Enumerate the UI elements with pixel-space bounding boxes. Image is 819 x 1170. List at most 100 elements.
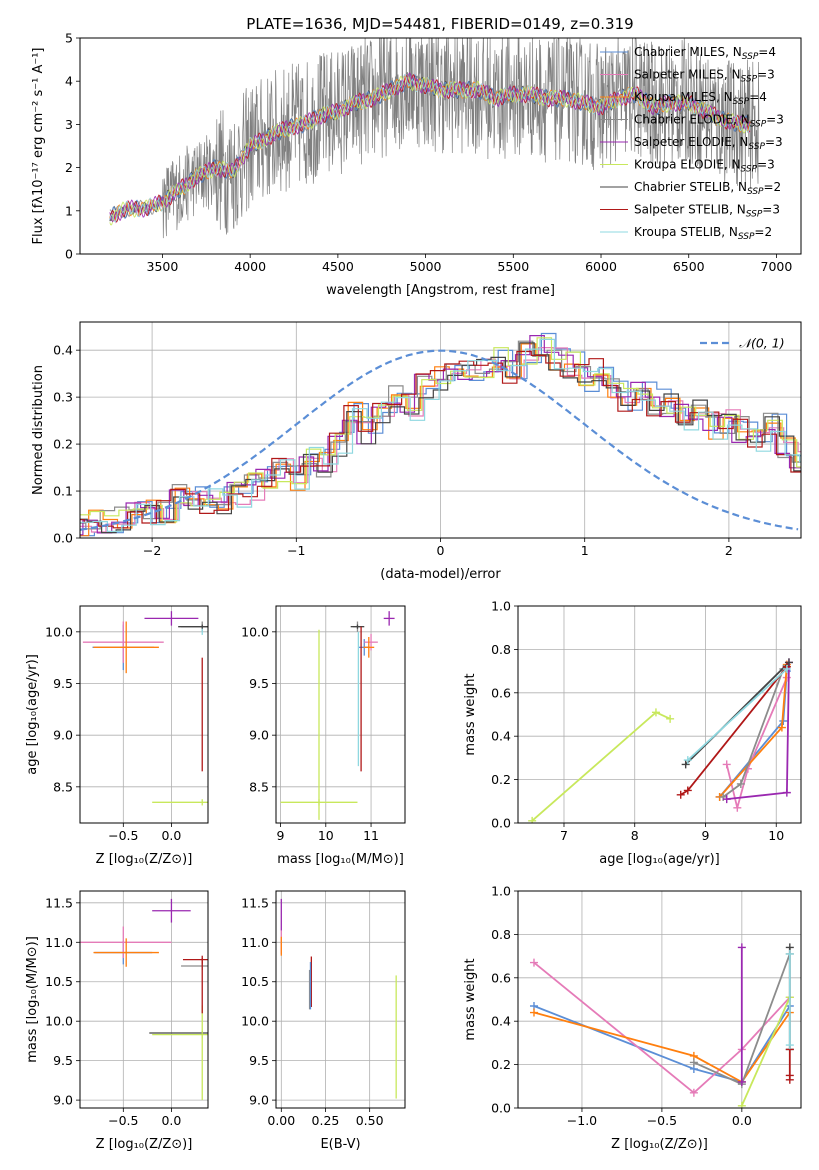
legend-label-text: Chabrier ELODIE, N <box>634 113 750 127</box>
legend-label: Salpeter STELIB, NSSP=3 <box>634 203 780 220</box>
axes-frame <box>517 605 802 824</box>
y-tick-label: 10.5 <box>241 974 269 989</box>
legend-label-sub: SSP <box>750 120 767 130</box>
point-salpeter-elodie <box>152 898 191 923</box>
y-tick-label: 2 <box>65 160 73 175</box>
panel-spectrum: 3500 4000 4500 5000 5500 6000 6500 7000 0 1 2 3 4 5 wa… <box>31 31 802 298</box>
hist-chabrier-stelib <box>80 342 801 534</box>
figure-title: PLATE=1636, MJD=54481, FIBERID=0149, z=0… <box>246 15 633 33</box>
legend-label: Chabrier ELODIE, NSSP=3 <box>634 113 784 130</box>
legend-label-tail: =4 <box>749 90 767 104</box>
plot-area <box>528 658 793 823</box>
y-tick-label: 9.0 <box>249 1093 269 1108</box>
y-tick-label: 0 <box>65 247 73 262</box>
y-tick-label: 9.0 <box>53 728 73 743</box>
x-tick-label: −1 <box>287 543 305 558</box>
series-line <box>533 1011 791 1084</box>
y-tick-label: 0.2 <box>53 437 73 452</box>
axes-frame <box>79 605 209 824</box>
legend-label-text: Salpeter ELODIE, N <box>634 135 748 149</box>
point-salpeter-miles <box>82 621 164 663</box>
y-axis-label: Normed distribution <box>31 365 46 495</box>
y-tick-label: 0.4 <box>491 729 511 744</box>
legend-label-tail: =3 <box>762 203 780 217</box>
x-tick-label: 9 <box>277 828 285 843</box>
y-tick-label: 0.2 <box>491 772 511 787</box>
model-line-salpeter-elodie <box>109 72 751 223</box>
x-axis-label: E(B-V) <box>320 1137 360 1152</box>
legend-label-sub: SSP <box>733 97 750 107</box>
x-tick-label: 4000 <box>234 259 266 274</box>
y-tick-label: 11.0 <box>241 935 269 950</box>
legend-label-text: Chabrier MILES, N <box>634 45 742 59</box>
legend-label-sub: SSP <box>742 52 759 62</box>
data-point-marker <box>666 714 675 723</box>
axes-frame <box>79 321 802 539</box>
x-tick-label: 0 <box>437 543 445 558</box>
series-line <box>725 677 788 809</box>
y-tick-label: 10.0 <box>241 624 269 639</box>
y-tick-label: 0.3 <box>53 390 73 405</box>
axes-frame <box>517 890 802 1109</box>
axes-frame <box>79 37 802 255</box>
legend-label-tail: =2 <box>754 225 772 239</box>
y-tick-label: 9.5 <box>249 1053 269 1068</box>
data-point-marker <box>782 664 791 673</box>
y-axis-label: mass weight <box>463 673 478 755</box>
y-tick-label: 0.2 <box>491 1057 511 1072</box>
panel-mass-vs-Z: −0.5 0.0 9.0 9.5 10.0 10.5 11.0 11.5 Z [log₁₀(Z/… <box>25 890 209 1152</box>
legend-label-text: Salpeter MILES, N <box>634 68 741 82</box>
x-tick-label: 4500 <box>322 259 354 274</box>
legend-label-text: Kroupa STELIB, N <box>634 225 738 239</box>
point-kroupa-miles <box>93 938 159 967</box>
y-tick-label: 11.5 <box>241 895 269 910</box>
data-point-marker <box>722 760 731 769</box>
axes-frame <box>275 890 406 1109</box>
series-kroupa-elodie <box>528 708 675 823</box>
legend-label-tail: =3 <box>766 113 784 127</box>
legend-label-sub: SSP <box>746 210 763 220</box>
panels: 3500 4000 4500 5000 5500 6000 6500 7000 0 1 2 3 4 5 wa… <box>25 31 802 1152</box>
x-axis-label: mass [log₁₀(M/M⊙)] <box>277 852 404 867</box>
x-tick-label: 10 <box>768 828 784 843</box>
legend-label-tail: =2 <box>764 180 782 194</box>
data-point-marker <box>681 760 690 769</box>
y-tick-label: 0.0 <box>53 531 73 546</box>
legend-label-text: Salpeter STELIB, N <box>634 203 746 217</box>
x-tick-label: 0.00 <box>267 1113 295 1128</box>
point-salpeter-elodie <box>383 611 395 626</box>
data-point-marker <box>737 1101 746 1108</box>
y-tick-label: 4 <box>65 74 73 89</box>
point-chabrier-stelib <box>178 624 208 629</box>
data-point-marker <box>737 1077 746 1086</box>
point-kroupa-elodie <box>152 799 208 806</box>
legend-label-sub: SSP <box>747 187 764 197</box>
data-point-marker <box>736 779 745 788</box>
data-point-marker <box>785 949 794 958</box>
plot-area <box>80 898 208 1101</box>
x-axis-label: wavelength [Angstrom, rest frame] <box>326 283 555 298</box>
x-tick-label: 7000 <box>761 259 793 274</box>
plot-area <box>109 38 760 239</box>
hist-kroupa-stelib <box>80 338 801 532</box>
y-tick-label: 0.4 <box>53 343 73 358</box>
axes-frame <box>275 605 406 824</box>
panel-residuals: −2 −1 0 1 2 0.0 0.1 0.2 0.3 0.4 (data-model)/error… <box>31 321 802 582</box>
y-axis-label: mass weight <box>463 958 478 1040</box>
x-tick-label: 10 <box>318 828 334 843</box>
y-tick-label: 0.1 <box>53 484 73 499</box>
series-salpeter-elodie <box>737 943 746 1086</box>
legend-label-tail: =3 <box>757 158 775 172</box>
y-tick-label: 10.5 <box>45 974 73 989</box>
x-tick-label: −0.5 <box>647 1113 677 1128</box>
y-tick-label: 8.5 <box>53 779 73 794</box>
model-line-kroupa-stelib <box>109 73 751 223</box>
x-tick-label: −0.5 <box>108 828 138 843</box>
legend-label: Kroupa ELODIE, NSSP=3 <box>634 158 775 175</box>
legend-label-text: Chabrier STELIB, N <box>634 180 747 194</box>
x-axis-label: Z [log₁₀(Z/Z⊙)] <box>96 1137 193 1152</box>
data-point-marker <box>785 1071 794 1080</box>
legend: 𝒩(0, 1) <box>700 336 785 351</box>
x-axis-label: Z [log₁₀(Z/Z⊙)] <box>96 852 193 867</box>
